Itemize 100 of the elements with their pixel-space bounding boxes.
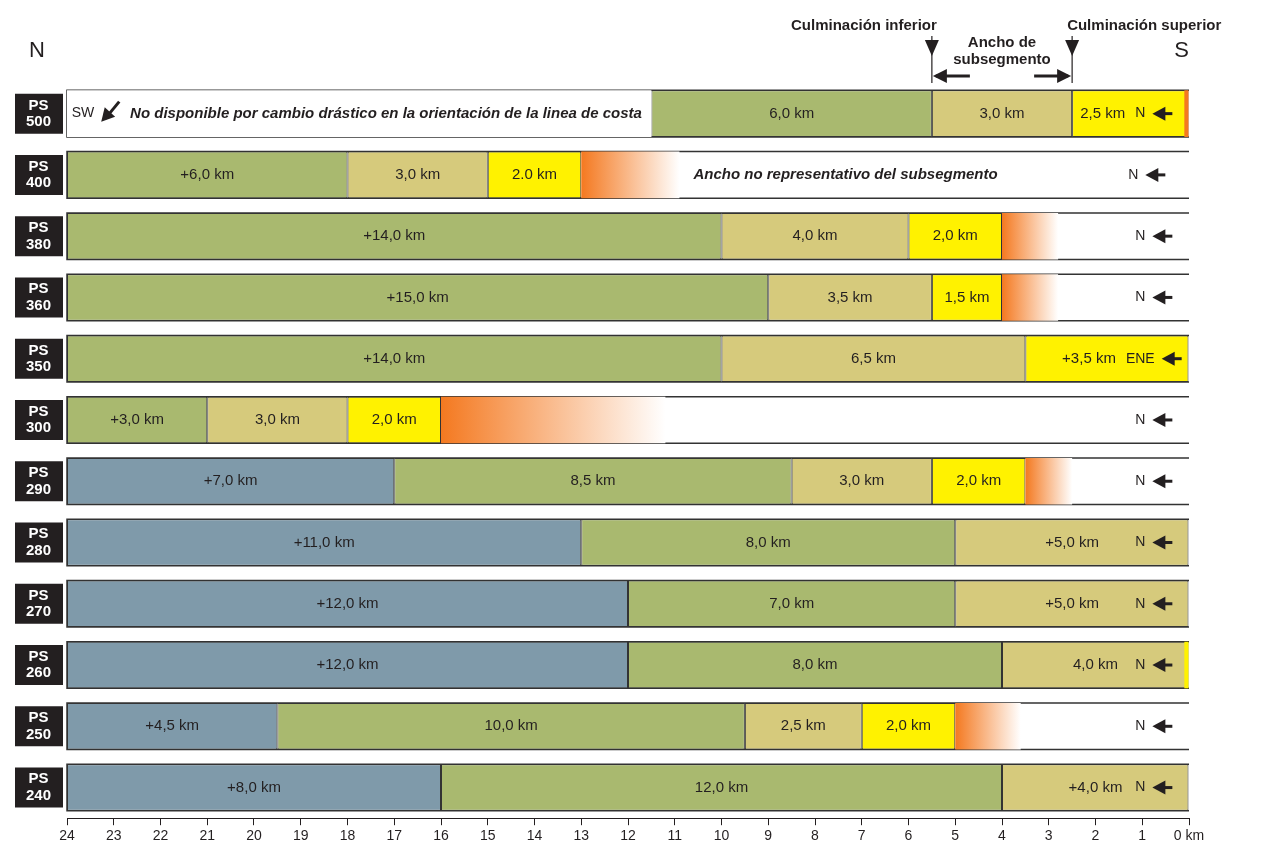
y-tick-label: PS 250	[25, 708, 51, 742]
data-label: 3,0 km	[979, 103, 1025, 121]
y-tick-label: PS 270	[25, 585, 51, 620]
y-tick-label: PS 260	[25, 646, 51, 681]
x-tick-label: 7	[857, 827, 866, 844]
data-label: 4,0 km	[792, 226, 838, 244]
data-label: 2.0 km	[511, 165, 558, 183]
data-label: 8,0 km	[745, 532, 791, 550]
y-tick-label: PS 380	[25, 218, 51, 252]
data-label: 2,0 km	[956, 471, 1002, 489]
data-label: +14,0 km	[363, 348, 426, 366]
data-label: +5,0 km	[1045, 532, 1100, 550]
data-label: 3,0 km	[839, 471, 885, 489]
x-tick-label: 2	[1091, 827, 1100, 844]
x-tick-label: 17	[386, 827, 403, 844]
data-label: +3,0 km	[110, 410, 165, 428]
data-label: 2,0 km	[371, 410, 417, 428]
data-label: +6,0 km	[180, 165, 235, 183]
x-tick-label: 3	[1044, 827, 1053, 844]
data-label: 2,0 km	[932, 226, 978, 244]
x-tick-label: 19	[292, 827, 309, 844]
data-label: 10,0 km	[484, 716, 538, 734]
text: N	[29, 37, 45, 63]
y-tick-label: PS 300	[25, 401, 51, 436]
x-tick-label: 12	[620, 827, 636, 844]
x-tick-label: 10	[713, 827, 730, 844]
annotation: N	[1135, 472, 1146, 489]
data-label: 3,5 km	[827, 287, 873, 305]
data-label: +14,0 km	[363, 226, 426, 244]
data-label: 12,0 km	[694, 777, 749, 795]
x-tick-label: 11	[667, 827, 683, 844]
annotation: N	[1135, 227, 1146, 244]
data-label: 8,5 km	[570, 471, 616, 489]
text: Culminación superior	[1067, 16, 1222, 34]
data-label: 7,0 km	[769, 593, 815, 611]
annotation: SW	[71, 104, 96, 121]
annotation: Ancho no representativo del subsegmento	[692, 165, 998, 183]
annotation: N	[1135, 717, 1146, 734]
y-tick-label: PS 280	[25, 524, 51, 558]
x-tick-label: 22	[152, 827, 169, 844]
data-label: 2,0 km	[885, 716, 932, 734]
data-label: 8,0 km	[792, 655, 838, 673]
annotation: N	[1128, 165, 1139, 182]
bar	[955, 703, 1021, 750]
text: S	[1174, 37, 1189, 63]
x-tick-label: 6	[904, 827, 913, 844]
annotation: N	[1135, 778, 1146, 795]
x-tick-label: 21	[199, 827, 216, 844]
bar	[1025, 457, 1073, 505]
x-tick-label: 14	[526, 827, 543, 844]
x-tick-label: 23	[105, 827, 122, 844]
y-tick-label: PS 360	[25, 279, 51, 313]
annotation: N	[1135, 288, 1146, 305]
bar	[1002, 212, 1059, 260]
annotation: N	[1135, 655, 1146, 672]
data-label: +15,0 km	[386, 287, 449, 305]
y-tick-label: PS 240	[25, 769, 51, 803]
x-tick-label: 9	[764, 827, 773, 844]
y-tick-label: PS 350	[25, 340, 51, 375]
data-label: +8,0 km	[227, 777, 281, 795]
data-label: 6,0 km	[769, 103, 815, 121]
x-tick-label: 4	[998, 827, 1007, 844]
text: Culminación inferior	[791, 16, 938, 34]
data-label: 4,0 km	[1072, 655, 1119, 673]
data-label: +12,0 km	[316, 655, 379, 673]
annotation: N	[1135, 533, 1146, 550]
annotation: N	[1135, 104, 1146, 121]
text: Ancho de subsegmento	[953, 33, 1051, 68]
bar	[1184, 90, 1189, 137]
data-label: 6,5 km	[850, 348, 896, 366]
x-tick-label: 18	[339, 827, 356, 844]
data-label: +4,5 km	[145, 716, 200, 734]
data-label: 2,5 km	[1080, 103, 1126, 121]
x-tick-label: 1	[1138, 827, 1147, 844]
x-tick-label: 24	[59, 827, 75, 844]
data-label: +12,0 km	[316, 593, 379, 611]
x-tick-label: 16	[433, 827, 449, 844]
annotation: N	[1135, 410, 1146, 427]
annotation: No disponible por cambio drástico en la orientación de la linea de costa	[130, 103, 642, 121]
x-tick-label: 15	[479, 827, 496, 844]
data-label: +4,0 km	[1068, 777, 1123, 795]
data-label: 1,5 km	[944, 287, 990, 305]
bar	[1002, 274, 1059, 321]
bar	[581, 151, 680, 199]
y-tick-label: PS 290	[25, 463, 51, 497]
x-tick-label: 20	[246, 827, 262, 844]
data-label: +7,0 km	[203, 471, 258, 489]
data-label: +5,0 km	[1045, 593, 1100, 611]
x-tick-label: 8	[811, 827, 820, 844]
x-tick-label: 5	[951, 827, 960, 844]
annotation: N	[1135, 594, 1146, 611]
x-tick-label: 13	[573, 827, 590, 844]
bar	[1184, 641, 1189, 689]
x-tick-label: 0 km	[1173, 827, 1205, 844]
data-label: 3,0 km	[395, 165, 441, 183]
data-label: 3,0 km	[254, 410, 300, 428]
y-tick-label: PS 400	[25, 156, 51, 191]
data-label: 2,5 km	[780, 716, 826, 734]
annotation: ENE	[1125, 349, 1155, 366]
data-label: +3,5 km	[1062, 348, 1116, 366]
